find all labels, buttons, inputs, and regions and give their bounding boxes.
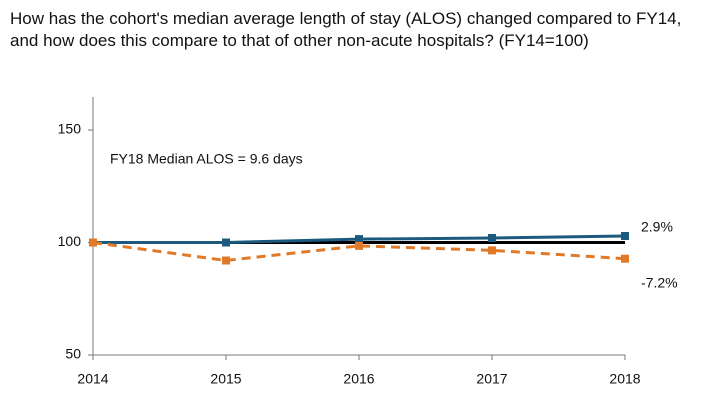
series-marker — [488, 246, 496, 255]
series-marker — [222, 256, 230, 265]
x-tick-label: 2017 — [476, 371, 507, 387]
x-tick-label: 2016 — [343, 371, 374, 387]
series-marker — [621, 254, 629, 263]
series-marker — [355, 241, 363, 250]
series-marker — [222, 238, 230, 247]
y-tick-label: 100 — [58, 233, 82, 249]
series-marker — [89, 238, 97, 247]
series-marker — [621, 231, 629, 240]
x-tick-label: 2014 — [77, 371, 108, 387]
series-marker — [488, 234, 496, 242]
x-tick-label: 2018 — [609, 371, 640, 387]
chart-title: How has the cohort's median average leng… — [10, 9, 682, 50]
annotation: FY18 Median ALOS = 9.6 days — [110, 151, 303, 167]
x-tick-label: 2015 — [210, 371, 241, 387]
y-tick-label: 50 — [65, 346, 81, 362]
annotation: 2.9% — [641, 219, 673, 235]
y-tick-label: 150 — [58, 121, 82, 137]
annotation: -7.2% — [641, 275, 678, 291]
series-marker — [355, 235, 363, 244]
